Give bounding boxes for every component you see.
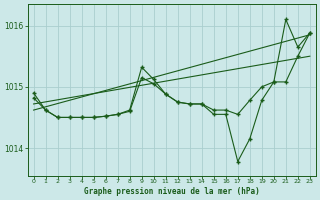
X-axis label: Graphe pression niveau de la mer (hPa): Graphe pression niveau de la mer (hPa) bbox=[84, 187, 260, 196]
